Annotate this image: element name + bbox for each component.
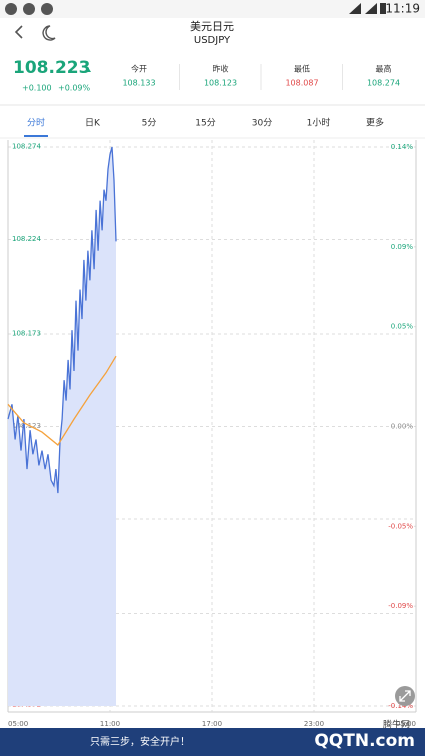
ad-text: 只需三步，安全开户！ (90, 735, 190, 748)
up-arrow (86, 68, 91, 72)
x-tick-label: 05:00 (8, 720, 28, 728)
x-tick-label: 05:00 (396, 720, 416, 728)
chart: 108.274108.224108.173108.123108.073108.0… (7, 140, 417, 728)
y2-tick-label: 0.14% (391, 143, 414, 151)
fullscreen-icon (399, 690, 411, 702)
tab[interactable]: 5分 (142, 118, 157, 129)
status-time: 11:19 (385, 2, 420, 16)
page-subtitle: USDJPY (194, 35, 231, 46)
y2-tick-label: -0.05% (388, 522, 413, 530)
stat-label: 最低 (294, 64, 310, 74)
tab[interactable]: 分时 (27, 117, 45, 129)
battery-icon (380, 3, 386, 14)
y-tick-label: 108.123 (12, 422, 41, 430)
y-tick-label: 108.173 (12, 329, 41, 337)
y2-tick-label: -0.09% (388, 602, 413, 610)
back-button[interactable] (14, 25, 23, 39)
tab[interactable]: 更多 (366, 117, 384, 129)
stat-value: 108.133 (122, 79, 155, 88)
stat-value: 108.123 (204, 79, 237, 88)
page-title: 美元日元 (190, 20, 234, 33)
ad-banner[interactable] (0, 728, 425, 756)
x-tick-label: 11:00 (100, 720, 120, 728)
stat-label: 昨收 (213, 64, 229, 74)
tab[interactable]: 15分 (195, 118, 215, 129)
x-tick-label: 17:00 (202, 720, 222, 728)
y2-tick-label: 0.09% (391, 243, 414, 251)
y2-tick-label: 0.05% (391, 323, 414, 331)
status-bar (0, 0, 425, 18)
tabs: 分时 日K 5分 15分 30分 1小时 更多 (24, 117, 384, 137)
status-icon (5, 3, 17, 15)
y-tick-label: 108.224 (12, 235, 41, 243)
y2-tick-label: 0.00% (391, 423, 414, 431)
stat-value: 108.087 (285, 79, 318, 88)
price-change-pct: +0.09% (58, 84, 91, 93)
stats: 今开 108.133 昨收 108.123 最低 108.087 最高 108.274 (122, 64, 400, 90)
tab[interactable]: 1小时 (307, 117, 331, 129)
y2-tick-label: -0.14% (388, 702, 413, 710)
stat-label: 最高 (376, 64, 392, 74)
current-price: 108.223 (13, 58, 90, 78)
price-change: +0.100 (22, 84, 52, 93)
stat-value: 108.274 (367, 79, 400, 88)
price-line (7, 146, 117, 494)
signal-icon (365, 3, 377, 14)
status-icon (23, 3, 35, 15)
tab[interactable]: 30分 (252, 118, 272, 129)
y-tick-label: 108.274 (12, 143, 41, 151)
tab[interactable]: 日K (85, 118, 101, 129)
status-icon (41, 3, 53, 15)
watermark-site: 腾牛网 (383, 719, 410, 731)
x-tick-label: 23:00 (304, 720, 324, 728)
watermark: QQTN.com (314, 731, 415, 751)
average-line (7, 355, 117, 446)
signal-icon (349, 3, 361, 14)
night-mode-button[interactable] (42, 25, 56, 41)
stat-label: 今开 (131, 64, 147, 74)
